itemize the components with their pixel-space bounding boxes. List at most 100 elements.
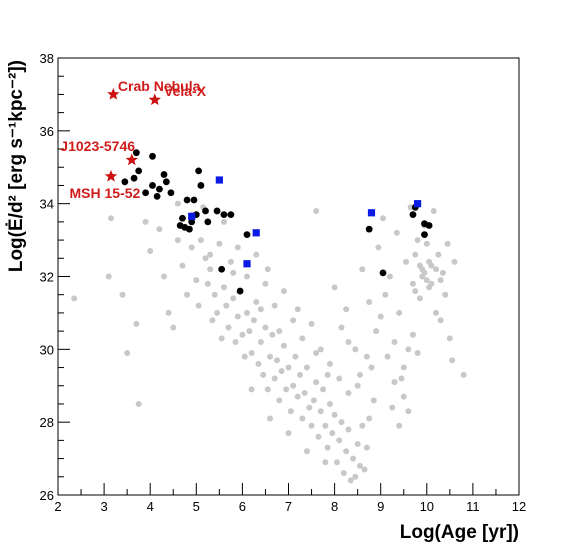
gray-point	[285, 430, 292, 437]
gray-point	[363, 353, 370, 360]
x-tick-label: 8	[331, 499, 338, 514]
gray-point	[234, 244, 241, 251]
gray-point	[437, 317, 444, 324]
gray-point	[195, 302, 202, 309]
black-point	[160, 171, 168, 178]
black-point	[243, 231, 251, 239]
x-tick-label: 11	[466, 499, 480, 514]
gray-point	[343, 306, 350, 313]
gray-point	[373, 328, 380, 335]
gray-point	[398, 375, 405, 382]
x-tick-label: 7	[285, 499, 292, 514]
gray-point	[299, 335, 306, 342]
gray-point	[403, 258, 410, 265]
black-point	[130, 174, 138, 182]
black-point	[409, 211, 417, 218]
x-tick-label: 3	[100, 499, 107, 514]
gray-point	[264, 386, 271, 393]
gray-point	[368, 364, 375, 371]
gray-point	[428, 280, 435, 287]
plot-frame	[57, 57, 520, 496]
gray-point	[71, 295, 78, 302]
gray-point	[361, 466, 368, 473]
black-point	[202, 207, 209, 215]
gray-point	[290, 382, 297, 389]
gray-point	[338, 419, 345, 426]
gray-point	[391, 379, 398, 386]
gray-point	[267, 353, 274, 360]
gray-point	[255, 360, 262, 367]
gray-point	[202, 255, 209, 262]
gray-point	[290, 317, 297, 324]
gray-point	[391, 339, 398, 346]
gray-point	[165, 309, 172, 316]
black-point	[149, 152, 156, 160]
gray-point	[338, 324, 345, 331]
red-star-point	[148, 93, 161, 106]
x-axis-title: Log(Age [yr])	[400, 522, 519, 543]
gray-point	[326, 400, 333, 407]
black-point	[162, 178, 170, 186]
gray-point	[193, 277, 200, 284]
gray-point	[366, 298, 373, 305]
gray-point	[437, 277, 444, 284]
gray-point	[287, 408, 294, 415]
source-label: MSH 15-52	[70, 185, 141, 201]
gray-point	[313, 349, 320, 356]
gray-point	[405, 346, 412, 353]
black-point	[220, 211, 228, 218]
red-star-point	[104, 169, 118, 182]
gray-point	[174, 237, 181, 244]
gray-point	[184, 291, 191, 298]
gray-point	[400, 393, 407, 400]
black-point	[188, 218, 196, 226]
gray-point	[156, 226, 163, 233]
gray-point	[161, 273, 168, 280]
gray-point	[301, 390, 308, 397]
gray-point	[264, 266, 271, 273]
gray-point	[223, 302, 230, 309]
gray-point	[204, 280, 211, 287]
gray-point	[294, 306, 301, 313]
gray-point	[216, 240, 223, 247]
gray-point	[248, 349, 255, 356]
gray-point	[278, 368, 285, 375]
gray-point	[303, 448, 310, 455]
x-tick-label: 12	[512, 499, 526, 514]
gray-point	[262, 324, 269, 331]
gray-point	[324, 444, 331, 451]
blue-square-point	[367, 209, 376, 217]
gray-point	[253, 298, 260, 305]
blue-square-point	[413, 200, 422, 208]
gray-point	[435, 251, 442, 258]
gray-point	[386, 273, 393, 280]
gray-point	[267, 415, 274, 422]
gray-point	[230, 295, 237, 302]
y-tick-label: 26	[40, 488, 54, 503]
gray-point	[352, 473, 359, 480]
red-star-point	[125, 153, 138, 166]
gray-point	[333, 459, 340, 466]
gray-point	[416, 262, 423, 269]
gray-point	[271, 302, 278, 309]
gray-point	[320, 386, 327, 393]
gray-point	[271, 375, 278, 382]
gray-point	[400, 364, 407, 371]
gray-point	[285, 364, 292, 371]
source-label: Vela-X	[164, 83, 207, 99]
gray-point	[331, 284, 338, 291]
gray-point	[405, 408, 412, 415]
x-tick-label: 2	[54, 499, 61, 514]
gray-point	[336, 375, 343, 382]
gray-point	[170, 324, 177, 331]
gray-point	[124, 349, 131, 356]
gray-point	[317, 408, 324, 415]
black-point	[197, 182, 205, 189]
gray-point	[280, 288, 287, 295]
gray-point	[306, 404, 313, 411]
gray-point	[451, 258, 458, 265]
gray-point	[262, 280, 269, 287]
gray-point	[329, 430, 336, 437]
blue-square-point	[243, 260, 251, 268]
blue-square-point	[252, 229, 260, 237]
